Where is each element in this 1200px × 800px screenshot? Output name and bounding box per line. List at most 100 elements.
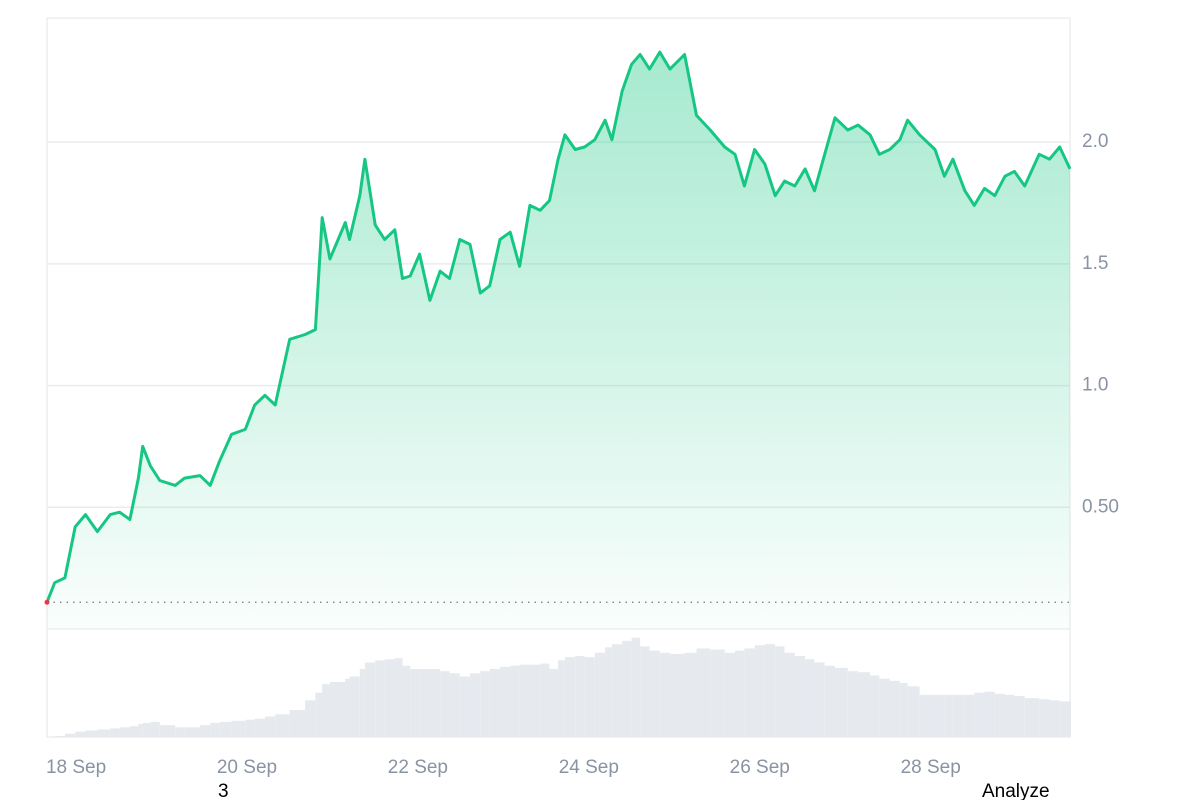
- volume-bar: [870, 675, 880, 737]
- x-tick-label: 28 Sep: [901, 757, 961, 778]
- volume-bar: [480, 671, 490, 737]
- volume-bar: [510, 665, 520, 737]
- volume-bar: [684, 652, 697, 737]
- volume-bar: [529, 664, 541, 737]
- volume-bar: [322, 684, 330, 737]
- price-area: [47, 52, 1070, 630]
- volume-bar: [110, 728, 120, 737]
- volume-bar: [375, 660, 385, 737]
- volume-bar: [944, 694, 953, 737]
- volume-bar: [184, 727, 200, 737]
- volume-bar: [429, 668, 441, 737]
- volume-bar: [984, 691, 995, 737]
- volume-bar: [899, 683, 908, 737]
- volume-bar: [219, 721, 232, 737]
- volume-bar: [805, 659, 815, 737]
- x-tick-label: 24 Sep: [559, 757, 619, 778]
- volume-bar: [315, 692, 323, 737]
- volume-bar: [410, 668, 420, 737]
- volume-bar: [879, 678, 890, 737]
- volume-bar: [54, 735, 65, 737]
- footer-right: Analyze: [982, 781, 1050, 800]
- volume-bar: [631, 637, 641, 737]
- volume-bar: [558, 660, 565, 737]
- volume-bar: [1039, 699, 1050, 737]
- x-tick-label: 18 Sep: [46, 757, 106, 778]
- volume-bar: [289, 710, 306, 737]
- volume-bar: [764, 644, 776, 737]
- volume-bar: [919, 694, 935, 737]
- volume-bar: [138, 724, 143, 737]
- x-tick-label: 26 Sep: [730, 757, 790, 778]
- volume-bar: [775, 646, 785, 737]
- volume-bar: [459, 676, 471, 737]
- volume-bar: [834, 667, 848, 737]
- volume-bar: [784, 652, 795, 737]
- y-tick-label: 1.5: [1082, 253, 1108, 274]
- x-tick-label: 20 Sep: [217, 757, 277, 778]
- volume-bar: [1049, 700, 1060, 737]
- volume-bar: [419, 668, 430, 737]
- volume-bar: [847, 671, 859, 737]
- volume-bar: [594, 652, 606, 737]
- volume-bar: [245, 719, 255, 737]
- volume-bar: [858, 672, 871, 737]
- volume-bar: [1070, 700, 1071, 737]
- volume-bar: [611, 644, 623, 737]
- volume-bar: [794, 656, 806, 737]
- volume-bar: [1014, 695, 1025, 737]
- volume-bar: [199, 725, 211, 737]
- volume-bar: [440, 671, 450, 737]
- volume-bar: [549, 668, 559, 737]
- volume-bar: [649, 650, 660, 737]
- volume-bar: [150, 721, 160, 737]
- volume-bar: [974, 692, 985, 737]
- volume-bar: [499, 666, 511, 737]
- volume-bar: [605, 647, 612, 737]
- volume-bar: [724, 652, 735, 737]
- volume-bar: [402, 665, 411, 737]
- volume-bar: [994, 693, 1006, 737]
- volume-bar: [394, 658, 403, 737]
- volume-bar: [210, 722, 220, 737]
- volume-bar: [696, 648, 711, 737]
- price-line: [45, 50, 1072, 603]
- volume-bar: [1005, 694, 1015, 737]
- volume-bar: [349, 676, 360, 737]
- x-tick-label: 22 Sep: [388, 757, 448, 778]
- volume-bar: [489, 668, 500, 737]
- volume-bar: [305, 700, 316, 737]
- volume-bar: [584, 657, 595, 737]
- footer-left: 3: [218, 781, 229, 800]
- volume-bar: [952, 694, 965, 737]
- volume-bar: [64, 733, 76, 737]
- volume-bar: [345, 678, 350, 737]
- y-tick-label: 2.0: [1082, 131, 1108, 152]
- volume-bar: [329, 681, 346, 737]
- volume-bar: [540, 663, 550, 737]
- volume-bar: [734, 650, 745, 737]
- volume-bar: [907, 686, 920, 737]
- volume-bar: [1024, 698, 1040, 737]
- volume-bar: [814, 662, 825, 737]
- volume-bar: [129, 726, 139, 737]
- volume-bar: [254, 718, 265, 737]
- volume-bar: [85, 730, 98, 737]
- volume-bar: [824, 665, 835, 737]
- volume-bar: [75, 731, 86, 737]
- volume-bar: [564, 657, 576, 737]
- volume-bar: [119, 727, 130, 737]
- y-tick-label: 0.50: [1082, 496, 1119, 517]
- volume-bar: [640, 646, 650, 737]
- volume-bar: [364, 662, 376, 737]
- volume-bar: [964, 694, 975, 737]
- volume-bar: [175, 727, 185, 737]
- volume-bar: [622, 640, 632, 737]
- volume-bar: [710, 649, 725, 737]
- volume-bar: [449, 673, 460, 737]
- volume-bar: [744, 648, 755, 737]
- volume-bar: [934, 694, 945, 737]
- volume-bar: [159, 725, 176, 737]
- volume-bar: [97, 729, 111, 737]
